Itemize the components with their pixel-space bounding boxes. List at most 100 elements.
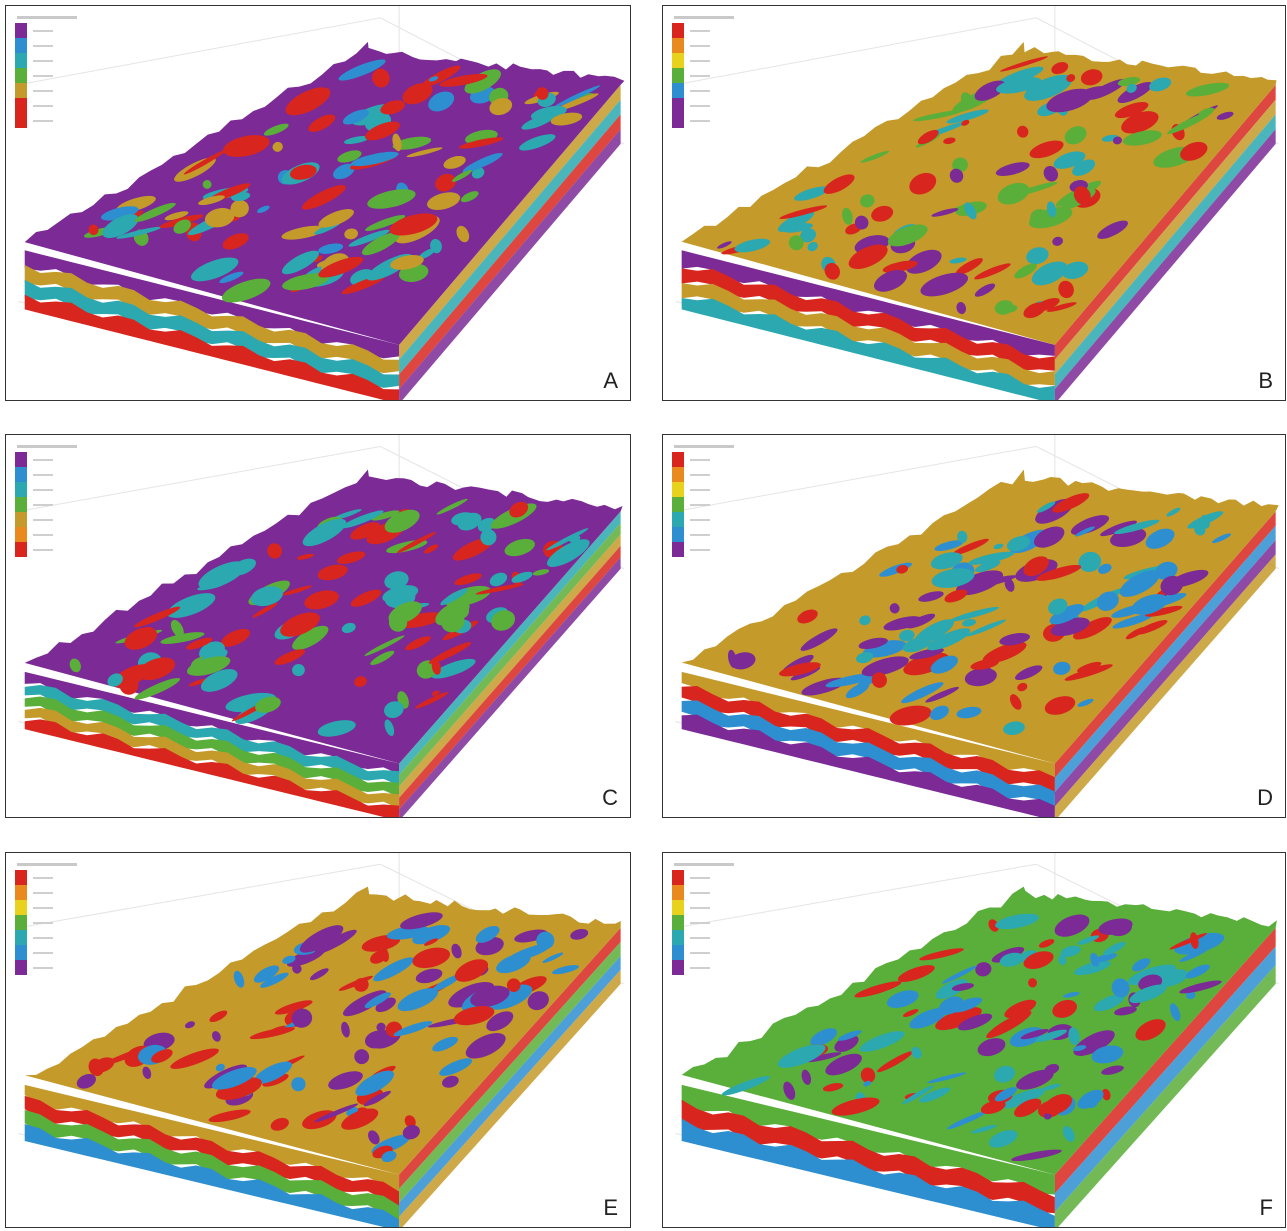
legend-label-bar [33,533,53,536]
block-right-face [1054,84,1276,400]
geologic-block-model [675,853,1280,1227]
legend-item [672,527,762,542]
geologic-block-model [675,6,1280,400]
legend-item [15,482,105,497]
legend-label-bar [690,518,710,521]
legend-title-bar [17,445,77,448]
legend-swatch [672,542,684,557]
legend-swatch [15,960,27,975]
block-top-face [681,886,1277,1175]
panel-d: D [662,434,1286,818]
legend-item [672,870,762,885]
legend-item [15,452,105,467]
legend-item [15,512,105,527]
legend-title-bar [674,16,734,19]
legend-item [15,885,105,900]
legend-item [672,83,762,98]
legend-label-bar [690,906,710,909]
legend-item [15,38,105,53]
panel-label: D [1257,785,1273,810]
legend-item [15,960,105,975]
legend-item [672,482,762,497]
legend-label-bar [33,29,53,32]
legend-swatch [672,482,684,497]
block-top-face [681,469,1279,764]
legend-label-bar [33,74,53,77]
legend-label-bar [690,876,710,879]
legend-item [15,870,105,885]
color-legend [15,16,105,128]
legend-item [672,945,762,960]
legend-swatch [672,53,684,68]
legend-label-bar [33,518,53,521]
legend-swatch [15,113,27,128]
legend-item [672,885,762,900]
legend-swatch [15,885,27,900]
panel-label: E [603,1195,618,1220]
legend-item [672,38,762,53]
panel-label: B [1258,368,1273,393]
block-front-face [24,1084,400,1227]
legend-label-bar [33,876,53,879]
legend-swatch [15,98,27,113]
block-top-face [681,41,1277,345]
legend-label-bar [690,548,710,551]
legend-label-bar [33,951,53,954]
legend-swatch [15,527,27,542]
legend-swatch [672,68,684,83]
legend-swatch [15,482,27,497]
legend-label-bar [33,119,53,122]
legend-swatch [15,512,27,527]
legend-item [672,512,762,527]
legend-item [672,452,762,467]
legend-item [15,542,105,557]
legend-swatch [15,53,27,68]
legend-item [15,68,105,83]
legend-swatch [672,23,684,38]
legend-item [672,98,762,113]
legend-label-bar [33,966,53,969]
legend-item [15,945,105,960]
legend-label-bar [33,473,53,476]
legend-swatch [672,452,684,467]
legend-item [15,98,105,113]
legend-item [672,497,762,512]
legend-item [15,53,105,68]
legend-swatch [672,497,684,512]
geologic-block-model [18,435,624,817]
legend-label-bar [33,936,53,939]
legend-swatch [15,945,27,960]
legend-item [15,930,105,945]
legend-title-bar [17,863,77,866]
legend-swatch [672,870,684,885]
block-top-face [24,886,621,1175]
panel-label: F [1259,1195,1273,1220]
block-front-face [681,671,1055,817]
legend-swatch [15,467,27,482]
legend-label-bar [690,59,710,62]
legend-item [15,467,105,482]
legend-swatch [15,915,27,930]
legend-label-bar [690,951,710,954]
legend-label-bar [690,74,710,77]
legend-title-bar [674,445,734,448]
legend-item [15,527,105,542]
legend-label-bar [690,533,710,536]
legend-swatch [672,83,684,98]
block-right-face [1054,511,1276,817]
legend-item [672,53,762,68]
legend-label-bar [690,936,710,939]
legend-swatch [672,930,684,945]
legend-swatch [15,930,27,945]
legend-swatch [672,527,684,542]
legend-item [672,68,762,83]
legend-item [672,113,762,128]
panel-label: A [603,368,618,393]
legend-item [15,915,105,930]
color-legend [672,863,762,975]
color-legend [15,445,105,557]
legend-label-bar [690,921,710,924]
legend-label-bar [690,458,710,461]
legend-swatch [672,915,684,930]
legend-item [15,113,105,128]
